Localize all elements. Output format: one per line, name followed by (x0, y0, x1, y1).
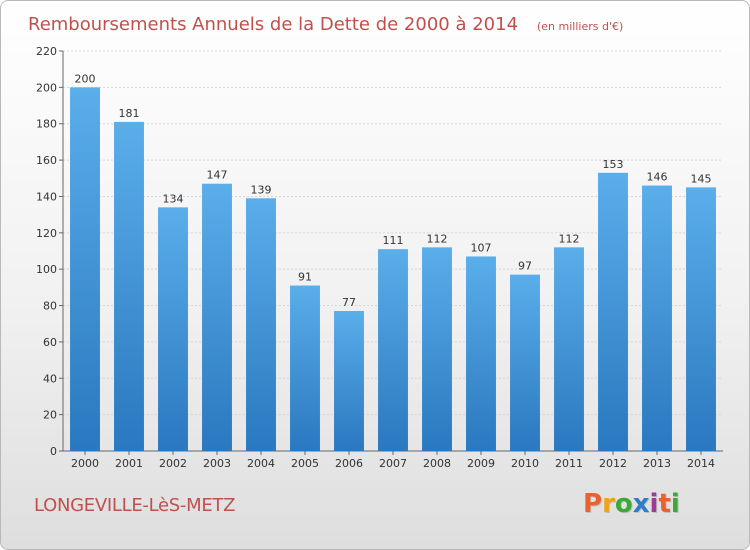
data-label: 77 (342, 296, 356, 309)
bar-2012 (598, 172, 628, 451)
chart-unit-note: (en milliers d'€) (537, 20, 623, 33)
logo-letter: o (614, 489, 633, 519)
bar-2011 (554, 247, 584, 451)
y-tick-label: 120 (36, 227, 57, 240)
data-label: 112 (559, 232, 580, 245)
x-tick-label: 2014 (687, 457, 715, 470)
data-label: 112 (427, 232, 448, 245)
x-tick-label: 2013 (643, 457, 671, 470)
x-tick-label: 2011 (555, 457, 583, 470)
logo-letter: t (658, 489, 671, 519)
bar-2009 (466, 256, 496, 451)
y-tick-label: 80 (43, 300, 57, 313)
x-tick-label: 2005 (291, 457, 319, 470)
y-tick-label: 200 (36, 81, 57, 94)
data-label: 91 (298, 271, 312, 284)
x-tick-label: 2008 (423, 457, 451, 470)
logo-letter: i (649, 489, 659, 519)
y-tick-label: 60 (43, 336, 57, 349)
x-tick-label: 2003 (203, 457, 231, 470)
bar-2002 (158, 207, 188, 451)
bar-2001 (114, 121, 144, 451)
x-tick-label: 2001 (115, 457, 143, 470)
logo-letter: P (583, 489, 603, 519)
bar-2004 (246, 198, 276, 451)
y-tick-label: 0 (50, 445, 57, 458)
data-label: 97 (518, 260, 532, 273)
y-tick-label: 180 (36, 118, 57, 131)
bar-2014 (686, 187, 716, 451)
bar-2005 (290, 285, 320, 451)
data-label: 111 (383, 234, 404, 247)
x-tick-label: 2012 (599, 457, 627, 470)
x-tick-label: 2006 (335, 457, 363, 470)
y-tick-label: 40 (43, 372, 57, 385)
bar-2007 (378, 249, 408, 451)
proxiti-logo[interactable]: Proxiti (583, 489, 680, 519)
y-tick-label: 100 (36, 263, 57, 276)
data-label: 107 (471, 241, 492, 254)
logo-letter: x (632, 489, 650, 519)
x-tick-label: 2010 (511, 457, 539, 470)
chart-title: Remboursements Annuels de la Dette de 20… (28, 14, 518, 35)
bar-2013 (642, 185, 672, 451)
data-label: 181 (119, 107, 140, 120)
labels: 0 20 40 60 80 100 120 140 160 180 200 220 2000 200 200… (36, 45, 715, 470)
bar-2006 (334, 311, 364, 451)
y-tick-label: 160 (36, 154, 57, 167)
city-name: LONGEVILLE-LèS-METZ (34, 495, 236, 516)
x-tick-label: 2009 (467, 457, 495, 470)
data-label: 147 (207, 169, 228, 182)
x-tick-label: 2007 (379, 457, 407, 470)
x-tick-label: 2002 (159, 457, 187, 470)
bar-2003 (202, 183, 232, 451)
data-label: 145 (691, 172, 712, 185)
bar-2008 (422, 247, 452, 451)
logo-letter: i (670, 489, 680, 519)
data-label: 146 (647, 171, 668, 184)
y-tick-label: 140 (36, 190, 57, 203)
data-label: 134 (163, 192, 184, 205)
bars (70, 87, 716, 451)
x-tick-label: 2000 (71, 457, 99, 470)
data-label: 200 (75, 72, 96, 85)
y-tick-label: 220 (36, 45, 57, 58)
bar-2000 (70, 87, 100, 451)
bar-2010 (510, 274, 540, 451)
logo-letter: r (602, 489, 615, 519)
data-label: 153 (603, 158, 624, 171)
x-tick-label: 2004 (247, 457, 275, 470)
data-label: 139 (251, 183, 272, 196)
y-tick-label: 20 (43, 409, 57, 422)
